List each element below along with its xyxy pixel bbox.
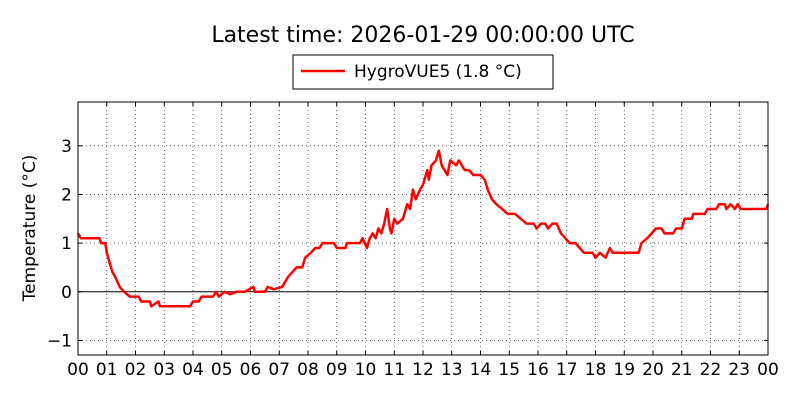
legend-label: HygroVUE5 (1.8 °C): [354, 62, 522, 82]
x-tick-label: 12: [412, 360, 434, 380]
x-tick-label: 14: [470, 360, 492, 380]
x-tick-label: 22: [700, 360, 722, 380]
y-axis-label: Temperature (°C): [20, 155, 40, 303]
y-axis-ticks: −1 0 1 2 3: [47, 137, 768, 351]
x-tick-label: 09: [326, 360, 348, 380]
x-tick-label: 05: [211, 360, 233, 380]
x-tick-label: 19: [613, 360, 635, 380]
legend: HygroVUE5 (1.8 °C): [292, 54, 554, 90]
x-tick-label: 02: [125, 360, 147, 380]
x-tick-label: 06: [240, 360, 262, 380]
series-line-hygrovue5: [76, 149, 770, 308]
x-tick-label: 03: [153, 360, 175, 380]
x-tick-label: 00: [757, 360, 779, 380]
x-tick-label: 21: [671, 360, 693, 380]
grid: [77, 102, 769, 355]
y-tick-label: 2: [61, 185, 72, 205]
x-tick-label: 01: [96, 360, 118, 380]
x-tick-label: 17: [556, 360, 578, 380]
x-tick-label: 13: [441, 360, 463, 380]
chart-title: Latest time: 2026-01-29 00:00:00 UTC: [211, 23, 634, 48]
y-tick-label: 3: [61, 137, 72, 157]
x-tick-label: 23: [728, 360, 750, 380]
x-tick-label: 07: [268, 360, 290, 380]
plot-frame: [77, 101, 769, 356]
x-tick-label: 18: [585, 360, 607, 380]
y-tick-label: −1: [47, 331, 72, 351]
x-tick-label: 15: [498, 360, 520, 380]
x-tick-label: 11: [383, 360, 405, 380]
x-tick-label: 08: [297, 360, 319, 380]
y-tick-label: 1: [61, 234, 72, 254]
x-axis-ticks: 00 01 02 03 04 05 06 07 08 09 10 11 12 13 14 15 16 17 18 19…: [67, 102, 779, 380]
x-tick-label: 16: [527, 360, 549, 380]
x-tick-label: 10: [355, 360, 377, 380]
x-tick-label: 04: [182, 360, 204, 380]
x-tick-label: 00: [67, 360, 89, 380]
y-tick-label: 0: [61, 283, 72, 303]
x-tick-label: 20: [642, 360, 664, 380]
